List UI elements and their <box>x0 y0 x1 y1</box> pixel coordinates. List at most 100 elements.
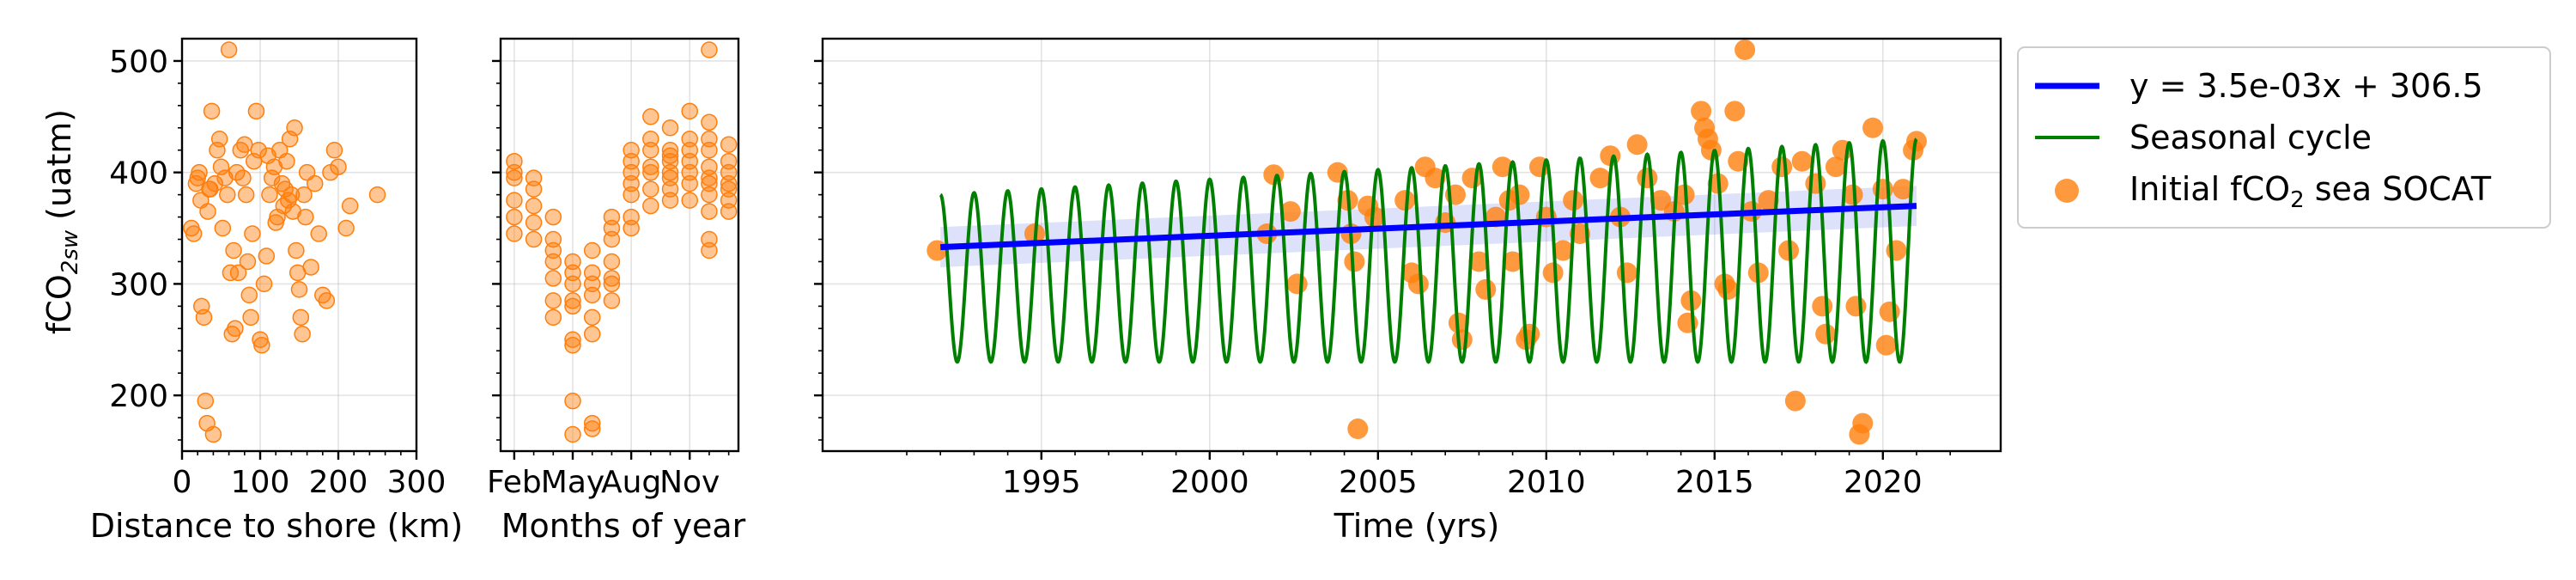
x-axis-title-months: Months of year <box>501 507 746 545</box>
data-point <box>240 286 258 304</box>
data-point <box>661 152 679 170</box>
data-point <box>701 241 718 259</box>
x-tick-label: Nov <box>659 465 720 500</box>
data-point <box>1451 329 1473 351</box>
data-point <box>583 241 601 259</box>
data-point <box>506 225 523 242</box>
data-point <box>294 326 311 343</box>
x-tick-label: Aug <box>601 465 661 500</box>
legend-points-swatch <box>2055 179 2079 203</box>
time-series-panel: 1995 2000 2005 2010 2015 2020 <box>814 37 2002 500</box>
data-point <box>278 152 295 170</box>
data-point <box>506 169 523 186</box>
legend-trend-label: y = 3.5e-03x + 306.5 <box>2129 67 2483 105</box>
data-point <box>1791 150 1813 172</box>
data-point <box>244 225 261 242</box>
data-point <box>1407 273 1429 295</box>
y-axis-title-unit: (uatm) <box>40 109 78 230</box>
x-tick-label: 300 <box>387 465 447 500</box>
data-point <box>525 169 543 186</box>
data-point <box>701 41 718 58</box>
data-point <box>642 131 659 148</box>
data-point <box>642 197 659 215</box>
x-tick-label: 2015 <box>1675 465 1754 500</box>
data-point <box>681 192 698 209</box>
data-point <box>341 197 359 215</box>
data-point <box>310 225 327 242</box>
y-axis-title: fCO2sw (uatm) <box>40 109 83 334</box>
data-point <box>1691 101 1712 122</box>
x-tick-label: 100 <box>231 465 290 500</box>
data-point <box>368 186 386 204</box>
y-tick-label: 400 <box>109 156 168 192</box>
data-point <box>1758 190 1779 211</box>
data-point <box>642 108 659 125</box>
data-point <box>1344 251 1365 272</box>
data-point <box>195 308 213 327</box>
data-point <box>623 174 640 192</box>
x-tick-label: 2020 <box>1844 465 1923 500</box>
data-point <box>603 219 621 237</box>
data-point <box>564 392 581 410</box>
data-point <box>325 141 343 159</box>
data-point <box>681 152 698 170</box>
data-point <box>681 102 698 120</box>
axes-frame <box>821 37 2002 453</box>
legend-points-subscript: 2 <box>2290 187 2305 213</box>
data-point <box>292 308 310 327</box>
data-point <box>506 152 523 170</box>
data-point <box>720 174 738 192</box>
data-point <box>1637 168 1658 189</box>
data-point <box>701 131 718 148</box>
data-point <box>1724 101 1746 122</box>
data-point <box>1475 278 1497 300</box>
data-point <box>197 392 215 410</box>
data-point <box>623 219 640 237</box>
y-tick-label: 200 <box>109 379 168 414</box>
x-tick-label: May <box>541 465 605 500</box>
data-point <box>720 203 738 220</box>
data-point <box>297 208 314 226</box>
data-point <box>1492 156 1513 178</box>
data-point <box>661 119 679 137</box>
y-axis-title-main: fCO <box>40 274 78 334</box>
data-point <box>681 131 698 148</box>
data-point <box>525 230 543 248</box>
data-point <box>1825 156 1846 178</box>
y-tick-label: 500 <box>109 45 168 80</box>
data-point <box>203 102 221 120</box>
data-point <box>1286 273 1308 295</box>
data-point <box>1502 251 1523 272</box>
data-point <box>286 119 303 137</box>
data-point <box>927 240 948 261</box>
data-point <box>1842 184 1863 205</box>
data-point <box>583 326 601 343</box>
data-point <box>337 219 355 237</box>
data-point <box>544 241 562 259</box>
data-point <box>720 180 738 198</box>
data-point <box>247 102 265 120</box>
data-point <box>583 308 601 327</box>
data-point <box>258 247 276 265</box>
data-point <box>1717 278 1739 300</box>
data-point <box>1845 296 1867 317</box>
data-point <box>1879 301 1900 322</box>
x-tick-label: 2000 <box>1170 465 1249 500</box>
data-point <box>295 186 313 204</box>
data-point <box>583 414 601 432</box>
marks <box>506 41 738 443</box>
data-point <box>210 131 228 148</box>
data-point <box>199 203 216 220</box>
x-axis-title-time: Time (yrs) <box>1334 507 1500 545</box>
x-tick-label: Feb <box>487 465 542 500</box>
data-point <box>1626 134 1648 156</box>
data-point <box>219 186 236 204</box>
data-point <box>242 308 259 327</box>
data-point <box>623 152 640 170</box>
data-point <box>250 141 267 159</box>
data-point <box>544 292 562 309</box>
axis: 0 100 200 300 200 300 400 500 <box>109 37 447 500</box>
data-point <box>564 264 581 282</box>
